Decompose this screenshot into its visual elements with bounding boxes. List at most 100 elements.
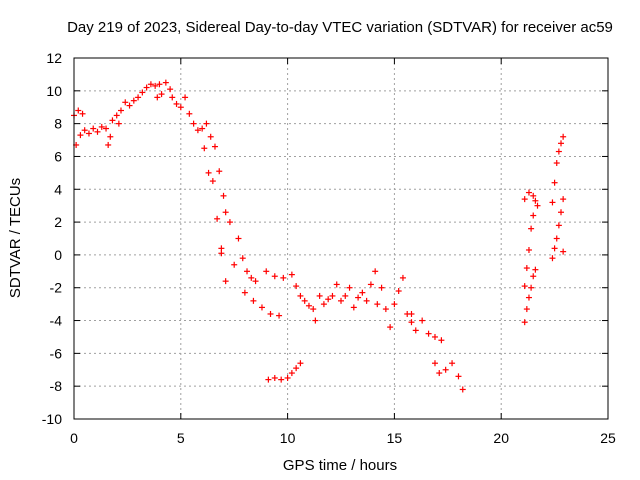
data-point [222,278,229,285]
data-point [391,301,398,308]
data-point [216,168,223,175]
x-tick-label: 15 [387,430,403,446]
data-point [250,297,257,304]
grid [74,58,608,419]
data-point [152,82,159,89]
plot-frame [73,57,609,420]
data-point [408,310,415,317]
data-point [252,278,259,285]
data-point [105,141,112,148]
data-point [81,127,88,134]
data-point [382,306,389,313]
data-point [350,304,357,311]
data-point [555,148,562,155]
data-point [346,284,353,291]
data-point [560,196,567,203]
data-point [558,209,565,216]
x-tick-label: 10 [280,430,296,446]
data-point [532,197,539,204]
data-point [534,202,541,209]
y-tick-label: 8 [54,116,62,132]
data-point [425,330,432,337]
data-point [107,133,114,140]
data-point [280,274,287,281]
data-point [355,294,362,301]
data-point [278,376,285,383]
data-point [288,370,295,377]
data-point [177,104,184,111]
data-point [293,283,300,290]
data-point [267,310,274,317]
data-point [169,94,176,101]
data-point [301,297,308,304]
x-tick-label: 0 [70,430,78,446]
data-point [525,189,532,196]
data-point [387,324,394,331]
data-point [310,306,317,313]
data-point [530,192,537,199]
data-point [553,235,560,242]
data-point [525,294,532,301]
data-point [139,89,146,96]
x-axis-label: GPS time / hours [283,457,397,474]
data-point [167,86,174,93]
axis-ticks: 0 5 10 15 20 25 -10 -8 -6 -4 -2 0 2 4 6 8 10 12 [42,50,616,446]
data-point [94,128,101,135]
data-point [312,317,319,324]
data-point [521,196,528,203]
data-point [436,370,443,377]
data-point [374,301,381,308]
data-point [367,281,374,288]
data-point [194,127,201,134]
y-tick-label: 0 [54,247,62,263]
data-point [532,266,539,273]
data-point [342,292,349,299]
data-point [226,219,233,226]
data-point [241,289,248,296]
data-point [231,261,238,268]
data-point [551,179,558,186]
y-axis-label: SDTVAR / TECUs [7,178,24,298]
data-point [288,271,295,278]
data-point [438,337,445,344]
data-point [211,143,218,150]
data-point [162,79,169,86]
data-point [549,255,556,262]
data-point [363,297,370,304]
y-tick-label: -10 [42,411,62,427]
data-point [77,132,84,139]
data-point [558,140,565,147]
data-point [173,100,180,107]
data-point [316,292,323,299]
data-point [182,94,189,101]
data-point [122,99,129,106]
data-point [218,250,225,257]
data-point [143,84,150,91]
data-point [222,209,229,216]
data-point [113,112,120,119]
data-point [276,312,283,319]
data-point [90,125,97,132]
x-tick-label: 5 [177,430,185,446]
data-point [117,107,124,114]
data-point [126,102,133,109]
data-point [203,120,210,127]
data-point [305,302,312,309]
data-point [220,192,227,199]
data-point [412,327,419,334]
y-tick-label: 12 [46,50,62,66]
data-point [158,91,165,98]
data-point [521,319,528,326]
y-tick-label: -6 [50,345,63,361]
data-point [320,301,327,308]
data-point [455,373,462,380]
data-point [103,125,110,132]
data-point [338,297,344,304]
data-point [333,281,340,288]
data-point [109,117,116,124]
chart-title: Day 219 of 2023, Sidereal Day-to-day VTE… [67,19,613,36]
data-point [555,222,562,229]
data-point [284,374,291,381]
data-point [325,296,332,303]
